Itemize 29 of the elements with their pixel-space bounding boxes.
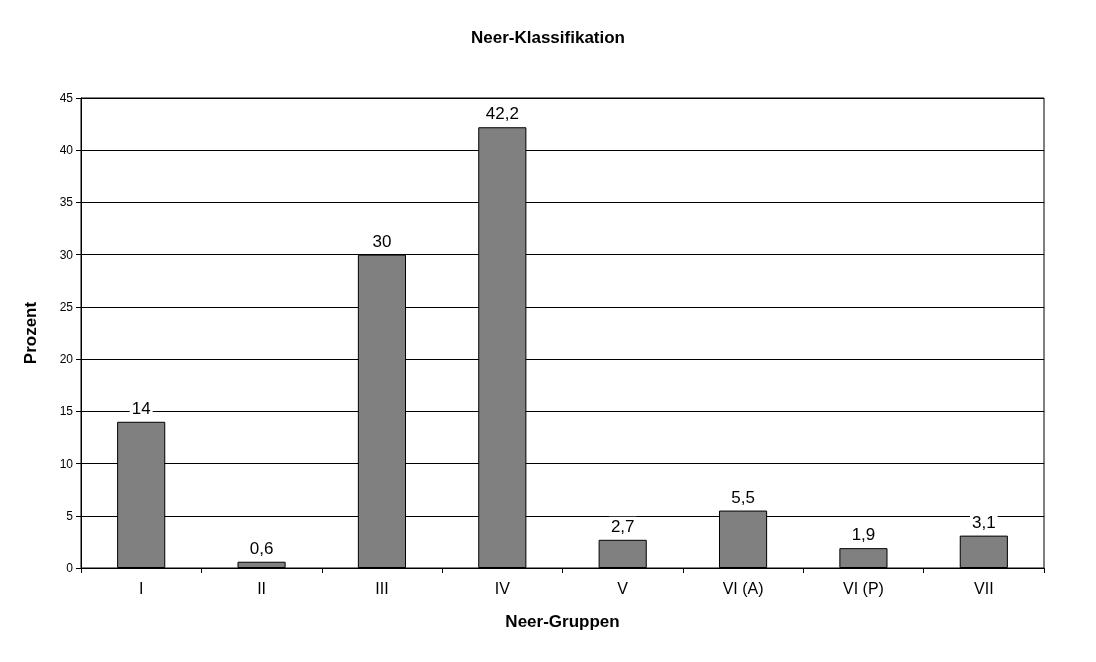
y-tick-label: 25 xyxy=(59,299,74,314)
x-tick-label: I xyxy=(138,579,144,597)
x-tick-label: III xyxy=(375,579,389,597)
data-label: 30 xyxy=(372,231,392,251)
x-tick-label: IV xyxy=(494,579,511,597)
y-tick-label: 0 xyxy=(66,561,74,575)
y-tick-label: 10 xyxy=(59,456,74,471)
y-tick-label: 35 xyxy=(59,195,74,210)
x-tick-label: VI (P) xyxy=(842,579,884,597)
data-label: 2,7 xyxy=(610,516,635,536)
data-label: 5,5 xyxy=(731,487,755,507)
y-tick-label: 5 xyxy=(66,508,74,523)
x-tick-label: II xyxy=(257,579,267,597)
y-tick-label: 40 xyxy=(59,143,74,158)
x-tick-label: VI (A) xyxy=(722,579,764,597)
chart-title: Neer-Klassifikation xyxy=(471,28,625,47)
y-tick-label: 30 xyxy=(59,247,74,262)
y-tick-label: 20 xyxy=(59,352,74,367)
y-tick-label: 15 xyxy=(59,404,74,419)
x-axis-title: Neer-Gruppen xyxy=(505,612,620,631)
y-tick-label: 45 xyxy=(59,91,74,105)
y-axis-title: Prozent xyxy=(21,301,40,365)
data-label: 1,9 xyxy=(851,525,876,545)
x-tick-label: V xyxy=(617,579,629,597)
data-label: 42,2 xyxy=(485,104,519,124)
data-label: 14 xyxy=(131,398,151,418)
data-label: 0,6 xyxy=(249,538,274,558)
data-label: 3,1 xyxy=(971,512,996,532)
x-tick-label: VII xyxy=(974,579,994,597)
